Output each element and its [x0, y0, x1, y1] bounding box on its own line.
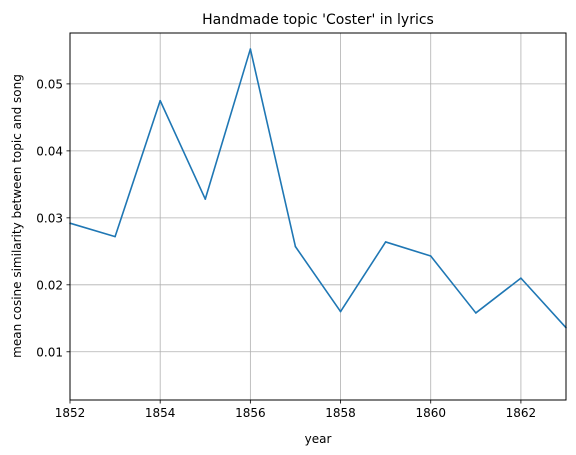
data-point — [475, 312, 477, 314]
chart-title: Handmade topic 'Coster' in lyrics — [202, 12, 434, 28]
y-tick-label: 0.05 — [36, 77, 63, 91]
data-point — [429, 255, 432, 257]
x-tick-label: 1856 — [235, 406, 266, 420]
y-axis: 0.01 0.02 0.03 0.04 0.05 — [36, 77, 70, 359]
y-tick-label: 0.02 — [36, 278, 63, 292]
data-point — [159, 99, 161, 102]
series-layer — [69, 48, 567, 329]
x-tick-label: 1854 — [145, 406, 176, 420]
x-tick-label: 1860 — [415, 406, 446, 420]
y-tick-label: 0.03 — [36, 211, 63, 225]
plot-frame — [69, 32, 567, 401]
y-tick-label: 0.01 — [36, 345, 63, 359]
x-tick-label: 1852 — [55, 406, 86, 420]
data-point — [204, 198, 207, 200]
series-line — [69, 48, 567, 329]
x-tick-label: 1862 — [506, 406, 537, 420]
data-point — [520, 277, 522, 279]
y-tick-label: 0.04 — [36, 144, 63, 158]
data-point — [114, 235, 116, 238]
x-tick-label: 1858 — [325, 406, 356, 420]
data-point — [339, 310, 342, 313]
x-axis: 1852 1854 1856 1858 1860 1862 — [55, 400, 536, 420]
data-point — [384, 241, 387, 243]
grid — [69, 33, 566, 400]
data-point — [294, 245, 297, 248]
data-point — [249, 48, 252, 50]
y-axis-label: mean cosine similarity between topic and… — [10, 74, 24, 358]
x-axis-label: year — [305, 432, 332, 446]
